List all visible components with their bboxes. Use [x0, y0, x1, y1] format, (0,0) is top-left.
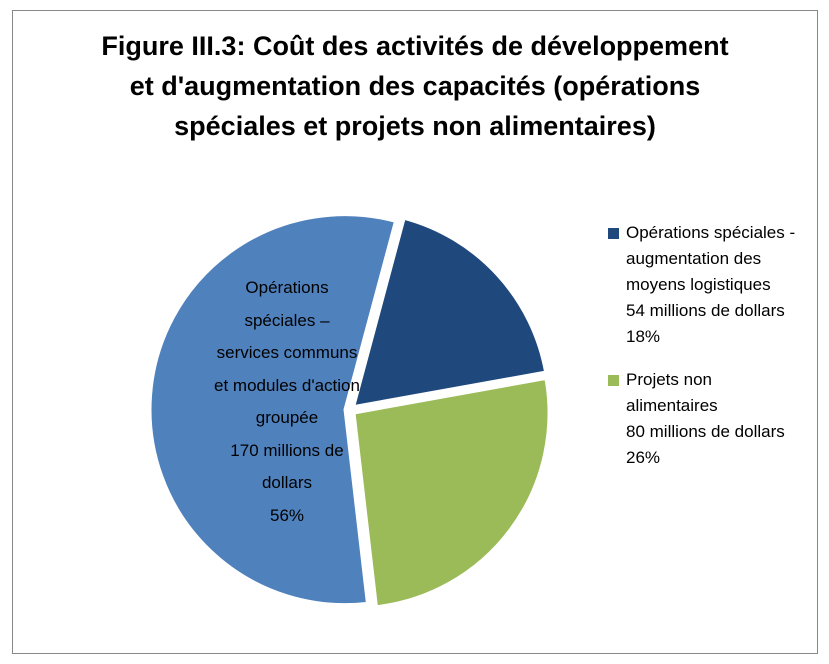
slice-label: Opérations spéciales – services communs … — [212, 272, 362, 532]
legend-percent: 26% — [626, 448, 661, 467]
legend-swatch — [608, 228, 619, 239]
legend-percent: 18% — [626, 327, 661, 346]
legend-swatch — [608, 375, 619, 386]
pie-slice — [148, 213, 398, 607]
slice-name: Opérations spéciales – services communs … — [214, 278, 360, 427]
slice-amount: 170 millions de dollars — [230, 440, 344, 493]
slice-percent: 56% — [269, 505, 305, 525]
legend-entry: Projets non alimentaires 80 millions de … — [626, 367, 801, 471]
pie-slice — [351, 216, 548, 409]
legend-amount: 54 millions de dollars — [626, 301, 785, 320]
legend-label: Projets non alimentaires — [626, 370, 718, 415]
chart-frame — [12, 10, 818, 654]
legend-entry: Opérations spéciales - augmentation des … — [626, 220, 801, 350]
pie-slice — [352, 376, 551, 609]
legend-label: Opérations spéciales - augmentation des … — [626, 223, 796, 294]
legend-amount: 80 millions de dollars — [626, 422, 785, 441]
chart-title: Figure III.3: Coût des activités de déve… — [101, 31, 729, 141]
